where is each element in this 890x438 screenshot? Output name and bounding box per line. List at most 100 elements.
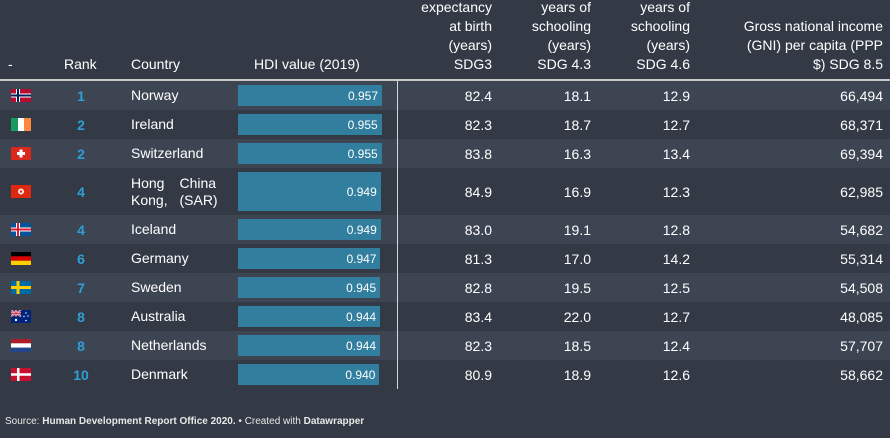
netherlands-flag-icon: [11, 339, 31, 352]
country-cell: Iceland: [131, 221, 177, 237]
source-link[interactable]: Human Development Report Office 2020.: [42, 416, 236, 427]
mean-schooling-cell: 12.4: [662, 337, 690, 354]
table-row: 1 Norway 0.957 82.4 18.1 12.9 66,494: [0, 81, 890, 110]
iceland-flag-icon: [11, 223, 31, 236]
hdi-value-label: 0.957: [347, 88, 378, 103]
hdi-bar: 0.949: [238, 219, 381, 240]
gni-cell: 48,085: [840, 308, 883, 325]
hdi-bar: 0.949: [238, 172, 381, 211]
hdi-column-divider: [397, 81, 398, 389]
rank-cell: 4: [77, 221, 85, 238]
life-expectancy-cell: 83.0: [464, 221, 492, 238]
hdi-bar: 0.957: [238, 85, 382, 106]
mean-schooling-cell: 12.7: [662, 308, 690, 325]
country-cell: Switzerland: [131, 145, 204, 161]
country-cell: Netherlands: [131, 337, 207, 353]
gni-cell: 62,985: [840, 183, 883, 200]
gni-cell: 58,662: [840, 366, 883, 383]
hdi-value-label: 0.944: [346, 309, 377, 324]
country-cell: Denmark: [131, 366, 188, 382]
datawrapper-link[interactable]: Datawrapper: [303, 416, 365, 427]
mean-schooling-cell: 12.6: [662, 366, 690, 383]
country-cell: Australia: [131, 308, 186, 324]
header-life-expectancy[interactable]: expectancy at birth (years) SDG3: [392, 0, 492, 74]
table-row: 2 Ireland 0.955 82.3 18.7 12.7 68,371: [0, 110, 890, 139]
mean-schooling-cell: 12.9: [662, 87, 690, 104]
header-hdi[interactable]: HDI value (2019): [254, 56, 360, 72]
hong-kong-flag-icon: [11, 185, 31, 198]
hdi-value-label: 0.944: [346, 338, 377, 353]
hdi-bar: 0.944: [238, 335, 381, 356]
footer: Source: Human Development Report Office …: [5, 416, 364, 427]
header-country[interactable]: Country: [131, 56, 181, 72]
expected-schooling-cell: 18.7: [563, 116, 591, 133]
gni-cell: 57,707: [840, 337, 883, 354]
rank-cell: 2: [77, 145, 85, 162]
expected-schooling-cell: 18.5: [563, 337, 591, 354]
expected-schooling-cell: 19.1: [563, 221, 591, 238]
header-line: SDG3: [453, 56, 492, 72]
hdi-value-label: 0.947: [346, 251, 377, 266]
gni-cell: 54,682: [840, 221, 883, 238]
created-label: • Created with: [235, 416, 304, 427]
header-line: $) SDG 8.5: [812, 56, 883, 72]
switzerland-flag-icon: [11, 147, 31, 160]
table-row: 8 Netherlands 0.944 82.3 18.5 12.4 57,707: [0, 331, 890, 360]
expected-schooling-cell: 18.9: [563, 366, 591, 383]
country-cell: Germany: [131, 250, 189, 266]
table-row: 8 Australia 0.944 83.4 22.0 12.7 48,085: [0, 302, 890, 331]
rank-cell: 8: [77, 308, 85, 325]
rank-cell: 4: [77, 183, 85, 200]
life-expectancy-cell: 80.9: [464, 366, 492, 383]
mean-schooling-cell: 12.5: [662, 279, 690, 296]
hdi-bar: 0.955: [238, 143, 382, 164]
table-row: 4 Iceland 0.949 83.0 19.1 12.8 54,682: [0, 215, 890, 244]
header-line: schooling: [531, 18, 591, 34]
life-expectancy-cell: 84.9: [464, 183, 492, 200]
header-line: at birth: [449, 18, 492, 34]
country-cell: Ireland: [131, 116, 174, 132]
header-flag: -: [8, 56, 13, 72]
table-row: 4 Hong Kong, China (SAR) 0.949 84.9 16.9 12.3 6…: [0, 168, 890, 215]
table-header: - Rank Country HDI value (2019) expectan…: [0, 0, 890, 80]
header-line: Gross national income: [743, 18, 883, 34]
mean-schooling-cell: 14.2: [662, 250, 690, 267]
header-line: years of: [640, 0, 690, 15]
header-line: years of: [541, 0, 591, 15]
header-line: (GNI) per capita (PPP: [746, 37, 883, 53]
mean-schooling-cell: 12.8: [662, 221, 690, 238]
mean-schooling-cell: 13.4: [662, 145, 690, 162]
rank-cell: 8: [77, 337, 85, 354]
header-mean-schooling[interactable]: years of schooling (years) SDG 4.6: [590, 0, 690, 74]
hdi-value-label: 0.955: [347, 146, 378, 161]
life-expectancy-cell: 82.4: [464, 87, 492, 104]
header-line: SDG 4.6: [636, 56, 690, 72]
table-row: 7 Sweden 0.945 82.8 19.5 12.5 54,508: [0, 273, 890, 302]
header-line: schooling: [630, 18, 690, 34]
life-expectancy-cell: 81.3: [464, 250, 492, 267]
expected-schooling-cell: 17.0: [563, 250, 591, 267]
gni-cell: 54,508: [840, 279, 883, 296]
header-rank[interactable]: Rank: [64, 56, 97, 72]
header-gni[interactable]: Gross national income (GNI) per capita (…: [680, 17, 883, 74]
header-line: (years): [646, 37, 690, 53]
gni-cell: 66,494: [840, 87, 883, 104]
ireland-flag-icon: [11, 118, 31, 131]
country-cell: Hong Kong, China (SAR): [131, 174, 218, 208]
header-expected-schooling[interactable]: years of schooling (years) SDG 4.3: [491, 0, 591, 74]
header-line: (years): [448, 37, 492, 53]
table-row: 2 Switzerland 0.955 83.8 16.3 13.4 69,394: [0, 139, 890, 168]
hdi-bar: 0.944: [238, 306, 381, 327]
hdi-bar: 0.945: [238, 277, 381, 298]
life-expectancy-cell: 82.3: [464, 116, 492, 133]
gni-cell: 68,371: [840, 116, 883, 133]
table-row: 6 Germany 0.947 81.3 17.0 14.2 55,314: [0, 244, 890, 273]
hdi-value-label: 0.949: [346, 222, 377, 237]
hdi-value-label: 0.949: [346, 184, 377, 199]
header-divider: [0, 79, 890, 81]
country-cell: Sweden: [131, 279, 182, 295]
rank-cell: 2: [77, 116, 85, 133]
hdi-bar: 0.940: [238, 364, 380, 385]
denmark-flag-icon: [11, 368, 31, 381]
expected-schooling-cell: 18.1: [563, 87, 591, 104]
